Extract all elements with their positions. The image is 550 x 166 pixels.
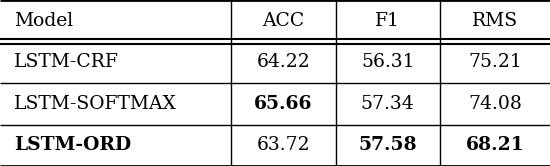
Text: LSTM-CRF: LSTM-CRF [14, 53, 119, 71]
Text: RMS: RMS [472, 12, 518, 30]
Text: ACC: ACC [262, 12, 304, 30]
Text: Model: Model [14, 12, 73, 30]
Text: 57.34: 57.34 [361, 95, 415, 113]
Text: 74.08: 74.08 [468, 95, 522, 113]
Text: 57.58: 57.58 [359, 136, 417, 154]
Text: LSTM-SOFTMAX: LSTM-SOFTMAX [14, 95, 177, 113]
Text: 56.31: 56.31 [361, 53, 415, 71]
Text: 65.66: 65.66 [254, 95, 312, 113]
Text: F1: F1 [375, 12, 400, 30]
Text: 63.72: 63.72 [256, 136, 310, 154]
Text: 75.21: 75.21 [468, 53, 522, 71]
Text: 64.22: 64.22 [256, 53, 310, 71]
Text: 68.21: 68.21 [466, 136, 524, 154]
Text: LSTM-ORD: LSTM-ORD [14, 136, 131, 154]
